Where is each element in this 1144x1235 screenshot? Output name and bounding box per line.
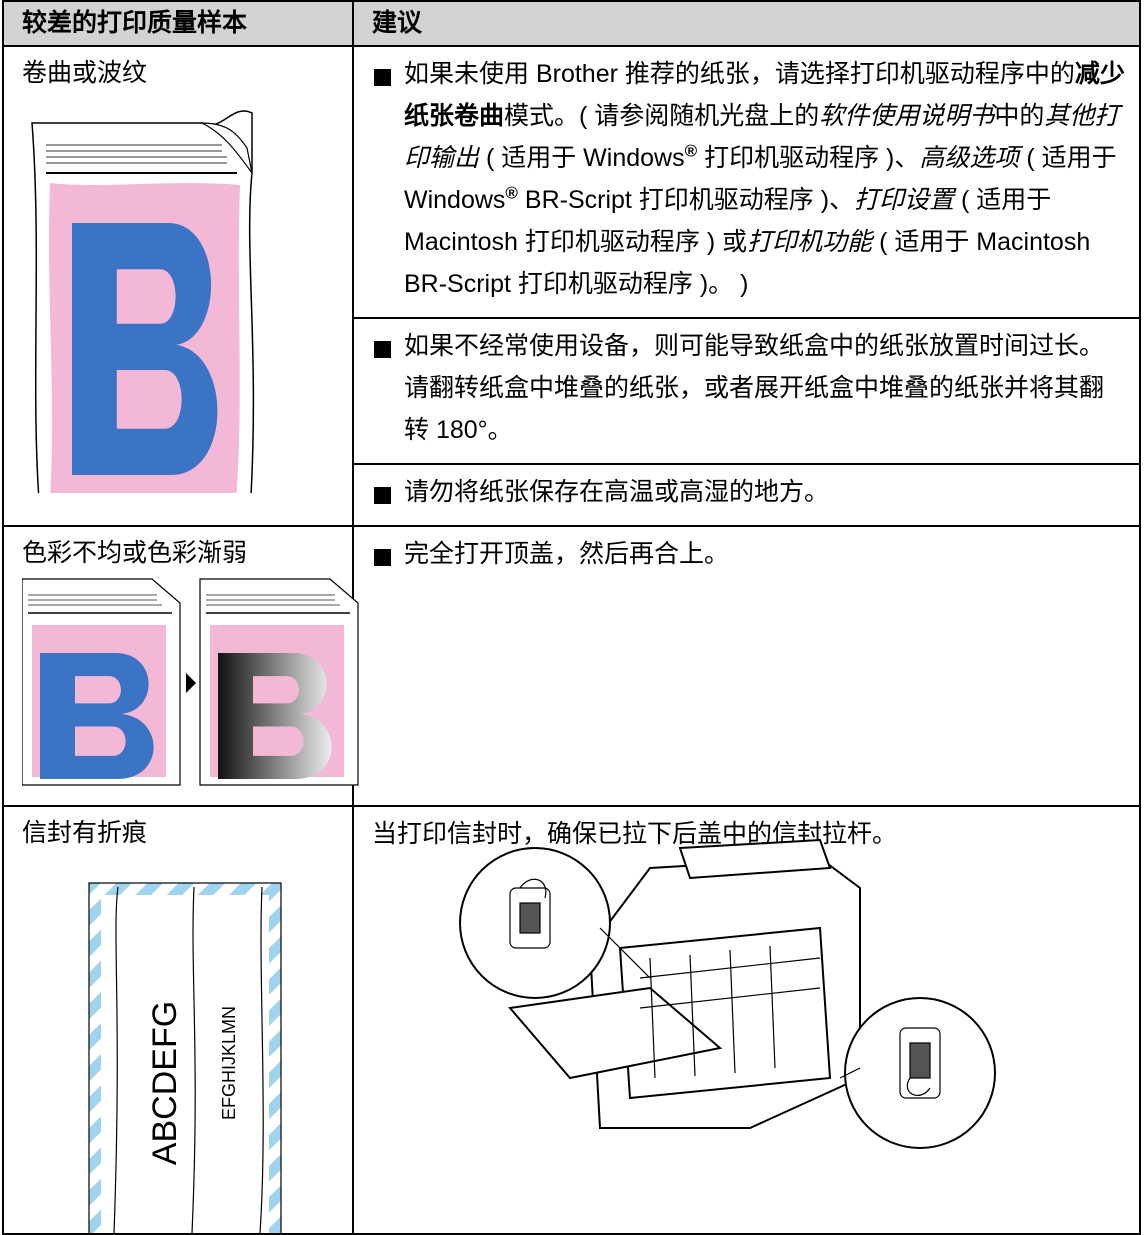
sample-label: 色彩不均或色彩渐弱	[22, 539, 248, 567]
row: 卷曲或波纹 如果未使用 Brother 推荐的纸张，请选择打印机驱动程序中的减少…	[2, 45, 1141, 527]
text-run: 模式。( 请参阅随机光盘上的	[504, 102, 820, 130]
text-run: ®	[505, 183, 518, 203]
suggestion-cell: 如果未使用 Brother 推荐的纸张，请选择打印机驱动程序中的减少纸张卷曲模式…	[352, 45, 1141, 527]
row: 色彩不均或色彩渐弱 完全打开顶盖，然后再合上。	[2, 525, 1141, 807]
envelope-text: ABCDEFG	[146, 1001, 184, 1165]
bullet	[374, 341, 391, 358]
text-run: 减少纸张卷曲	[404, 60, 1125, 130]
envelope-illustration: ABCDEFG EFGHIJKLMN	[88, 882, 282, 1233]
text-run: 如果不经常使用设备，则可能导致纸盒中的纸张放置时间过长。请翻转纸盒中堆叠的纸张，…	[404, 332, 1105, 444]
header-cell: 较差的打印质量样本	[2, 0, 354, 47]
curl-illustration	[31, 110, 255, 493]
text-run: 请勿将纸张保存在高温或高湿的地方。	[404, 478, 830, 506]
suggestion: 请勿将纸张保存在高温或高湿的地方。	[354, 465, 1139, 525]
text-run: 其他打印输出	[404, 102, 1120, 172]
sample-cell: 信封有折痕 ABCDEFG EFGHIJKLMN	[2, 805, 354, 1235]
text-run: 高级选项	[919, 144, 1020, 172]
text-run: ®	[684, 141, 698, 161]
text-run: BR-Script 打印机驱动程序 )、	[517, 186, 855, 214]
fade-illustration	[22, 578, 359, 786]
text-run: 打印机功能	[747, 228, 873, 256]
header-cell: 建议	[352, 0, 1141, 47]
text-run: 完全打开顶盖，然后再合上。	[404, 540, 730, 568]
text-run: ( 适用于 Windows	[479, 144, 685, 172]
sample-cell: 卷曲或波纹	[2, 45, 354, 527]
sample-cell: 色彩不均或色彩渐弱	[2, 525, 359, 807]
bullet	[374, 549, 391, 566]
bullet	[374, 487, 391, 504]
text-run: 软件使用说明书	[819, 102, 995, 130]
text-run: ( 适用于 Macintosh BR-Script 打印机驱动程序 )。 )	[404, 228, 1091, 298]
suggestion-cell: 完全打开顶盖，然后再合上。	[352, 525, 1141, 807]
text-run: 打印机驱动程序 )、	[697, 144, 920, 172]
suggestion: 如果不经常使用设备，则可能导致纸盒中的纸张放置时间过长。请翻转纸盒中堆叠的纸张，…	[354, 319, 1139, 465]
text-run: 中的	[994, 102, 1045, 130]
header-row: 较差的打印质量样本 建议	[2, 0, 1141, 47]
text-run: ( 适用于 Windows	[404, 144, 1117, 214]
sample-label: 信封有折痕	[22, 819, 148, 847]
printer-illustration	[459, 838, 996, 1149]
text-run: 打印设置	[854, 186, 955, 214]
envelope-text: EFGHIJKLMN	[219, 1006, 239, 1120]
text-run: 如果未使用 Brother 推荐的纸张，请选择打印机驱动程序中的	[404, 60, 1075, 88]
bullet	[374, 69, 391, 86]
text-run: ( 适用于 Macintosh 打印机驱动程序 ) 或	[404, 186, 1052, 256]
sample-label: 卷曲或波纹	[22, 59, 148, 87]
suggestion: 完全打开顶盖，然后再合上。	[354, 527, 1139, 587]
suggestion: 如果未使用 Brother 推荐的纸张，请选择打印机驱动程序中的减少纸张卷曲模式…	[354, 47, 1139, 319]
